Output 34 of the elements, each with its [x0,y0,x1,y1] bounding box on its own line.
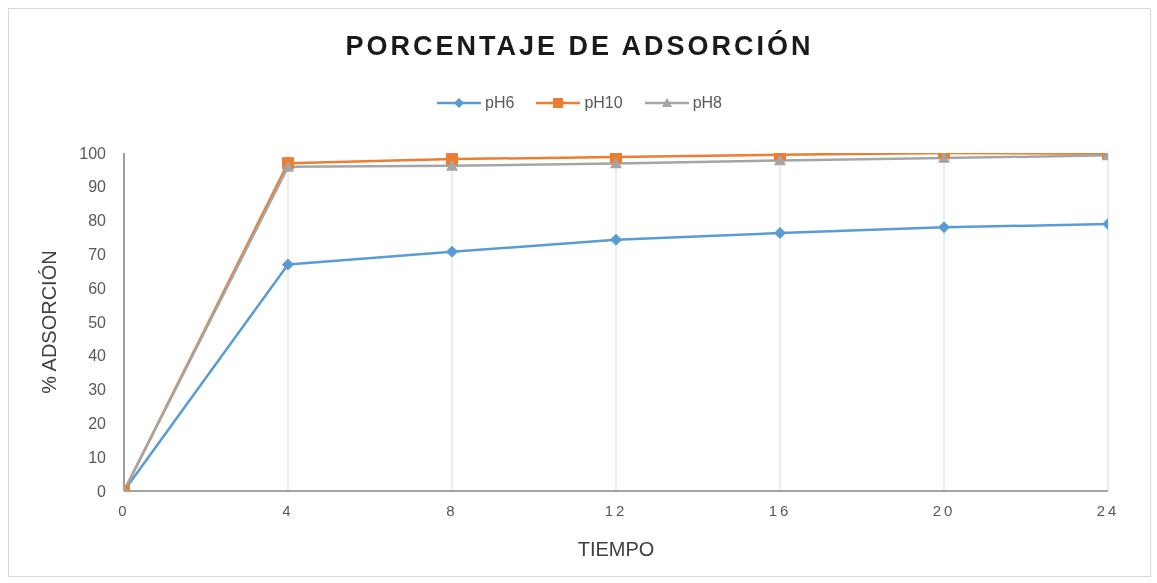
legend-label: pH8 [692,94,722,112]
y-tick-label: 60 [88,279,107,297]
chart-title: PORCENTAJE DE ADSORCIÓN [344,31,815,62]
point [446,245,458,258]
y-tick-label: 50 [88,313,107,331]
y-tick-label: 10 [88,448,107,466]
y-tick-label: 20 [88,415,107,433]
point [938,153,950,163]
point [610,157,622,169]
x-tick-label: 0 [118,501,130,519]
y-tick-label: 90 [88,178,107,196]
point [774,154,786,166]
x-tick-label: 20 [932,501,956,519]
y-tick-label: 70 [88,246,107,264]
y-tick-label: 0 [97,482,107,500]
y-tick-label: 80 [88,212,107,230]
x-tick-label: 16 [768,501,792,519]
x-tick-label: 24 [1096,501,1120,519]
y-tick-label: 40 [88,347,107,365]
point [446,159,458,171]
point [610,233,622,246]
y-axis-title: % ADSORCIÓN [37,250,61,394]
point [774,227,786,240]
x-tick-label: 4 [282,501,294,519]
x-axis-title: TIEMPO [577,537,655,561]
legend-label: pH6 [485,94,515,112]
x-tick-label: 8 [446,501,458,519]
point [938,221,950,234]
point [282,258,294,271]
point [446,153,458,166]
legend-label: pH10 [584,94,623,112]
y-tick-label: 100 [79,144,107,162]
x-tick-label: 12 [604,501,628,519]
y-tick-label: 30 [88,381,107,399]
